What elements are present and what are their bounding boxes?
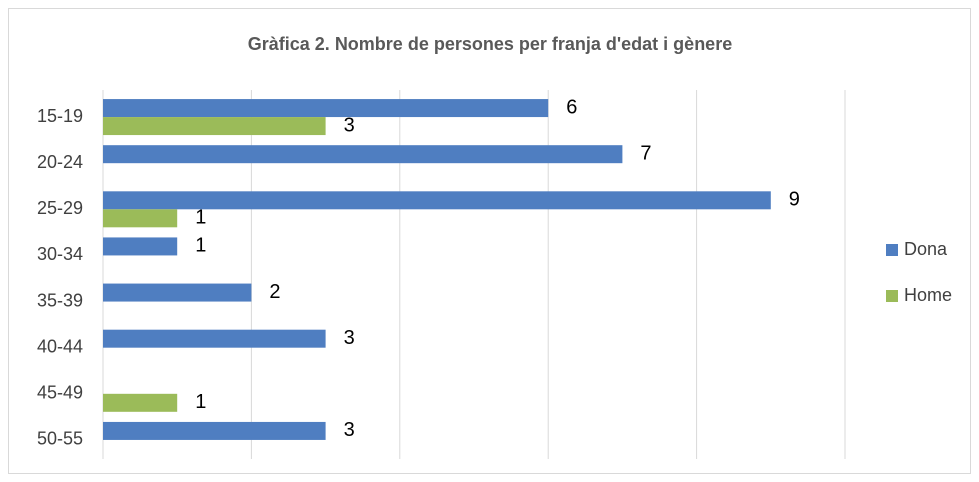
legend-label: Home xyxy=(904,285,952,305)
bar xyxy=(103,99,549,118)
data-label: 7 xyxy=(640,142,651,164)
y-tick-label: 45-49 xyxy=(37,383,83,403)
y-tick-label: 50-55 xyxy=(37,429,83,449)
y-tick-label: 30-34 xyxy=(37,244,83,264)
bar xyxy=(103,117,326,136)
data-label: 1 xyxy=(195,391,206,413)
data-label: 3 xyxy=(344,419,355,441)
legend-swatch xyxy=(886,244,898,256)
bar xyxy=(103,191,771,210)
data-label: 3 xyxy=(344,114,355,136)
y-tick-label: 25-29 xyxy=(37,198,83,218)
data-label: 1 xyxy=(195,207,206,229)
data-label: 6 xyxy=(566,96,577,118)
bar xyxy=(103,329,326,348)
bar xyxy=(103,237,178,256)
y-tick-label: 40-44 xyxy=(37,336,83,356)
y-tick-label: 20-24 xyxy=(37,152,83,172)
chart-title: Gràfica 2. Nombre de persones per franja… xyxy=(248,34,732,54)
y-tick-label: 35-39 xyxy=(37,290,83,310)
legend-label: Dona xyxy=(904,239,948,259)
data-label: 1 xyxy=(195,235,206,257)
bar xyxy=(103,209,178,228)
legend-swatch xyxy=(886,290,898,302)
bar xyxy=(103,393,178,412)
data-label: 2 xyxy=(269,281,280,303)
data-label: 3 xyxy=(344,327,355,349)
y-tick-label: 15-19 xyxy=(37,106,83,126)
bar xyxy=(103,421,326,440)
bar xyxy=(103,145,623,164)
data-label: 9 xyxy=(789,189,800,211)
bar xyxy=(103,283,252,302)
